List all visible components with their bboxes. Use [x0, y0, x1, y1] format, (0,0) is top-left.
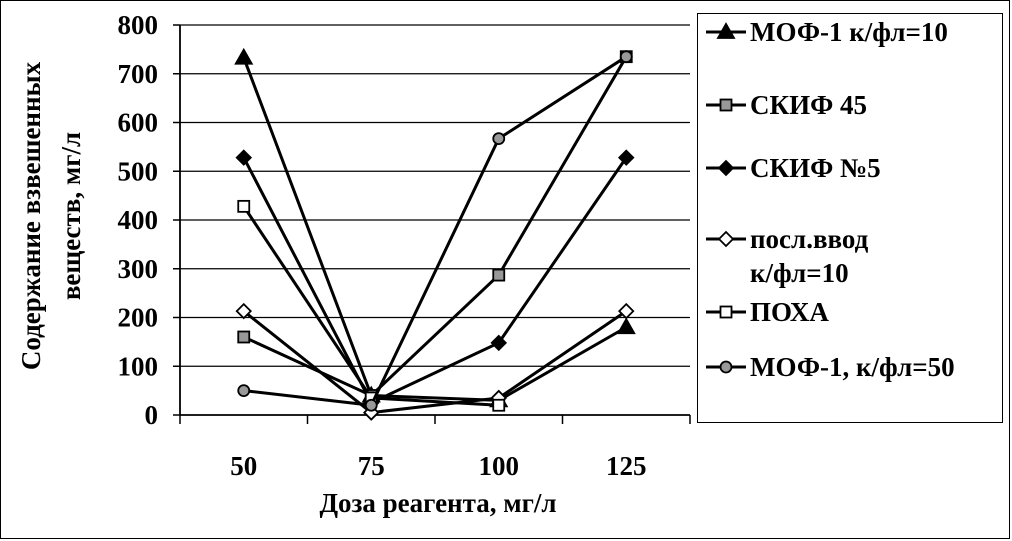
- data-point-circle: [364, 398, 378, 412]
- y-tick-label: 700: [118, 59, 159, 89]
- legend-item: СКИФ №5: [704, 153, 881, 185]
- legend-symbol: [706, 305, 746, 319]
- data-point-square: [492, 398, 506, 412]
- data-point-diamond: [490, 334, 508, 352]
- data-point-circle: [619, 50, 633, 64]
- y-tick-label: 200: [118, 303, 159, 333]
- legend-label: ПОХА: [750, 297, 829, 327]
- legend-symbol: [706, 230, 746, 248]
- data-point-diamond: [235, 302, 253, 320]
- legend-symbol: [706, 22, 746, 39]
- data-point-circle: [237, 384, 251, 398]
- x-tick-label: 100: [479, 451, 520, 481]
- data-point-diamond: [717, 230, 735, 248]
- legend-label: СКИФ 45: [750, 90, 868, 120]
- series-line: [242, 205, 499, 407]
- legend-label: МОФ-1 к/фл=10: [750, 17, 948, 47]
- x-axis-title: Доза реагента, мг/л: [319, 488, 556, 518]
- y-tick-label: 500: [118, 156, 159, 186]
- legend-item: МОФ-1, к/фл=50: [704, 352, 955, 384]
- series-line: [242, 57, 627, 402]
- legend-item: СКИФ 45: [704, 90, 867, 122]
- legend-label: СКИФ №5: [750, 153, 881, 183]
- legend-item: посл.ввод к/фл=10: [704, 224, 868, 290]
- data-point-circle: [719, 360, 733, 374]
- series-6: [237, 50, 633, 412]
- data-point-square: [719, 305, 733, 319]
- legend-label: МОФ-1, к/фл=50: [750, 352, 955, 382]
- legend-item: ПОХА: [704, 297, 829, 329]
- data-point-triangle: [716, 22, 736, 39]
- data-point-diamond: [617, 149, 635, 166]
- data-point-diamond: [617, 302, 635, 320]
- data-point-square: [237, 330, 251, 344]
- y-axis-title-line2: веществ, мг/л: [56, 132, 86, 300]
- legend-symbol: [706, 159, 746, 177]
- y-tick-label: 100: [118, 351, 159, 381]
- legend-symbol: [706, 98, 746, 112]
- data-point-square: [719, 98, 733, 112]
- data-point-square: [237, 199, 251, 213]
- series-line: [242, 156, 628, 405]
- y-tick-label: 400: [118, 205, 159, 235]
- y-axis-title-line1: Содержание взвешенных: [16, 61, 46, 370]
- x-tick-label: 125: [606, 451, 647, 481]
- y-tick-label: 300: [118, 254, 159, 284]
- y-tick-labels: 0 100 200 300 400 500 600 700 800: [118, 10, 159, 430]
- legend-item: МОФ-1 к/фл=10: [704, 17, 948, 49]
- y-tick-label: 800: [118, 10, 159, 40]
- axes: [173, 24, 691, 424]
- series-5: [237, 199, 506, 412]
- data-point-diamond: [235, 149, 253, 166]
- data-point-triangle: [234, 47, 254, 65]
- x-tick-label: 50: [230, 451, 257, 481]
- data-point-square: [492, 268, 506, 282]
- series-line: [242, 309, 628, 415]
- series-line: [243, 55, 628, 398]
- legend-symbol: [706, 360, 746, 374]
- grid-lines: [180, 24, 690, 367]
- x-tick-label: 75: [358, 451, 385, 481]
- y-tick-label: 600: [118, 108, 159, 138]
- data-point-diamond: [717, 159, 735, 177]
- series-group: [234, 47, 636, 421]
- y-tick-label: 0: [145, 400, 159, 430]
- series-line: [243, 55, 628, 407]
- legend-label: посл.ввод к/фл=10: [750, 224, 869, 288]
- data-point-circle: [492, 132, 506, 145]
- legend: МОФ-1 к/фл=10 СКИФ 45 СКИФ №5 посл.ввод к/ф…: [697, 13, 1003, 423]
- series-3: [235, 149, 635, 412]
- data-point-triangle: [616, 317, 636, 335]
- x-tick-labels: 50 75 100 125: [230, 451, 646, 481]
